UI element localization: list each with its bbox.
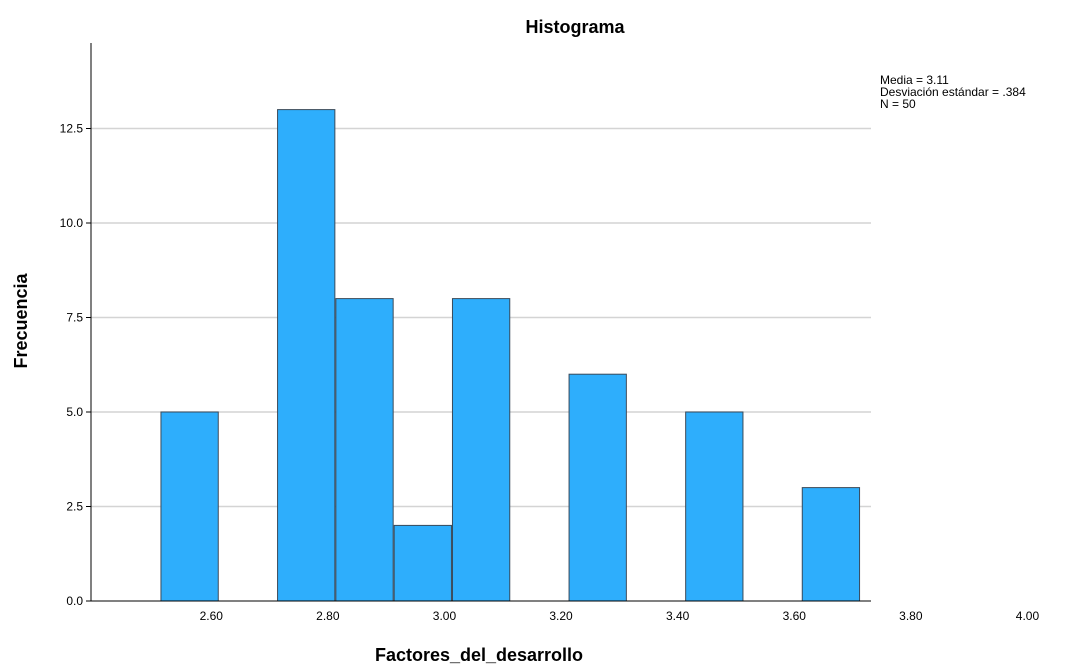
stats-legend: Media = 3.11 Desviación estándar = .384 … <box>880 73 1026 111</box>
y-tick-label: 2.5 <box>66 500 83 514</box>
y-axis-title: Frecuencia <box>11 272 31 368</box>
x-tick-label: 3.00 <box>433 609 457 623</box>
x-tick-label: 2.80 <box>316 609 340 623</box>
x-tick-label: 3.20 <box>549 609 573 623</box>
histogram-bar <box>568 373 627 602</box>
chart-title: Histograma <box>525 17 625 37</box>
y-tick-label: 7.5 <box>66 311 83 325</box>
histogram-bar <box>393 524 452 602</box>
stats-mean: Media = 3.11 <box>880 73 949 87</box>
histogram-bar <box>335 298 394 602</box>
x-tick-label: 3.80 <box>899 609 923 623</box>
y-tick-label: 0.0 <box>66 594 83 608</box>
stats-n: N = 50 <box>880 97 916 111</box>
x-axis-title: Factores_del_desarrollo <box>375 645 583 665</box>
stats-std: Desviación estándar = .384 <box>880 85 1026 99</box>
x-tick-label: 2.60 <box>200 609 224 623</box>
x-tick-label: 3.60 <box>783 609 807 623</box>
y-tick-label: 5.0 <box>66 405 83 419</box>
y-tick-labels: 0.0 2.5 5.0 7.5 10.0 12.5 <box>60 122 91 608</box>
x-tick-labels: 2.60 2.80 3.00 3.20 3.40 3.60 3.80 4.00 <box>200 609 1040 623</box>
y-tick-label: 12.5 <box>60 122 84 136</box>
histogram-bar <box>277 109 336 602</box>
histogram-bar <box>160 411 219 602</box>
histogram-bar <box>451 298 511 602</box>
x-tick-label: 4.00 <box>1016 609 1040 623</box>
histogram-bars <box>160 109 861 602</box>
histogram-bar <box>801 487 861 602</box>
y-tick-label: 10.0 <box>60 216 84 230</box>
histogram-bar <box>685 411 744 602</box>
x-tick-label: 3.40 <box>666 609 690 623</box>
